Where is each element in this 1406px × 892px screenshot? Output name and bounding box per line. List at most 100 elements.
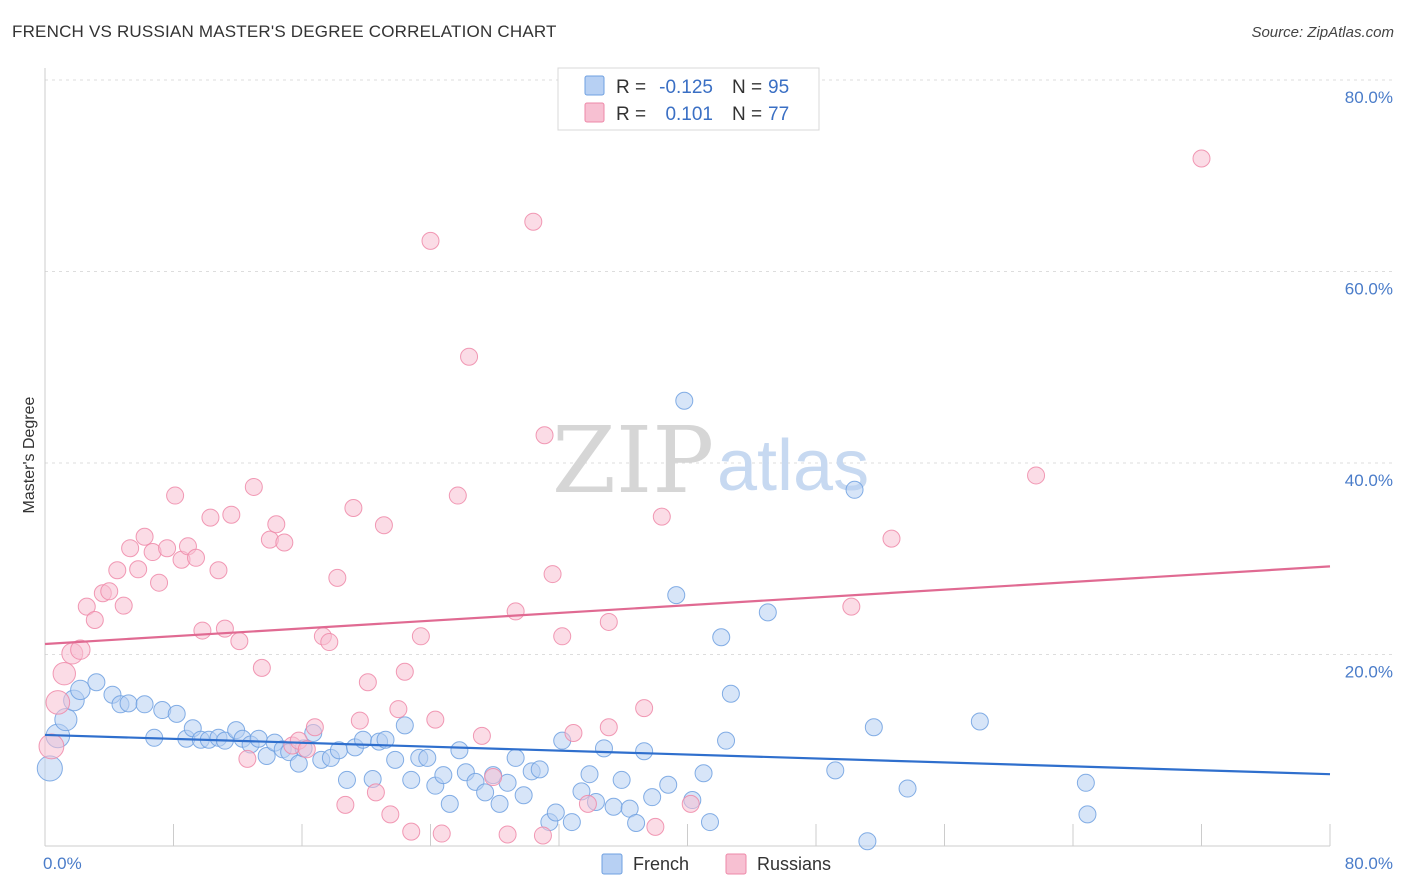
russians-point bbox=[38, 733, 65, 760]
russians-point bbox=[100, 582, 119, 601]
russians-point bbox=[85, 611, 104, 630]
french-point bbox=[845, 480, 864, 499]
russians-point bbox=[635, 699, 654, 718]
legend-french-n-value: 95 bbox=[768, 77, 789, 98]
russians-point bbox=[395, 662, 414, 681]
russians-point bbox=[381, 805, 400, 824]
french-point bbox=[1078, 805, 1097, 824]
french-point bbox=[506, 748, 525, 767]
russians-point bbox=[524, 212, 543, 231]
russians-point bbox=[344, 499, 363, 518]
french-point bbox=[1076, 773, 1095, 792]
x-tick-label-min: 0.0% bbox=[43, 854, 82, 873]
y-axis-label: Master's Degree bbox=[21, 396, 38, 513]
russians-point bbox=[129, 560, 148, 579]
french-point bbox=[562, 813, 581, 832]
bottom-legend: French Russians bbox=[601, 853, 831, 875]
russians-point bbox=[472, 726, 491, 745]
french-point bbox=[717, 731, 736, 750]
russians-point bbox=[350, 711, 369, 730]
russians-point bbox=[114, 596, 133, 615]
russians-point bbox=[267, 515, 286, 534]
russians-point bbox=[411, 627, 430, 646]
russians-point bbox=[402, 822, 421, 841]
french-point bbox=[612, 770, 631, 789]
russians-point bbox=[389, 700, 408, 719]
french-point bbox=[514, 786, 533, 805]
french-point bbox=[450, 741, 469, 760]
legend-french-r-value: -0.125 bbox=[659, 77, 713, 98]
y-tick-label: 20.0% bbox=[1345, 663, 1393, 682]
russians-point bbox=[374, 516, 393, 535]
russians-point bbox=[320, 633, 339, 652]
russians-point bbox=[238, 749, 257, 768]
russians-point bbox=[543, 565, 562, 584]
y-tick-label: 60.0% bbox=[1345, 280, 1393, 299]
french-point bbox=[580, 765, 599, 784]
french-point bbox=[546, 803, 565, 822]
tick-labels: 20.0% 40.0% 60.0% 80.0% 0.0% 80.0% bbox=[43, 88, 1393, 873]
watermark-zip: ZIP bbox=[552, 407, 714, 514]
russians-point bbox=[652, 507, 671, 526]
french-point bbox=[635, 742, 654, 761]
russians-point bbox=[121, 539, 140, 558]
bottom-legend-russians: Russians bbox=[757, 854, 831, 874]
watermark-atlas: atlas bbox=[717, 426, 869, 506]
russians-point bbox=[432, 824, 451, 843]
russians-point bbox=[1027, 466, 1046, 485]
russians-point bbox=[421, 231, 440, 250]
french-point bbox=[440, 794, 459, 813]
russians-point bbox=[506, 602, 525, 621]
russians-point bbox=[77, 597, 96, 616]
axes bbox=[44, 68, 1331, 847]
russians-point bbox=[882, 529, 901, 548]
russians-point bbox=[448, 486, 467, 505]
french-point bbox=[87, 673, 106, 692]
french-trend-line bbox=[44, 733, 1331, 776]
french-point bbox=[594, 739, 613, 758]
trend-lines bbox=[44, 565, 1331, 776]
russians-point bbox=[215, 619, 234, 638]
russians-point bbox=[681, 794, 700, 813]
french-point bbox=[337, 770, 356, 789]
russians-point bbox=[193, 621, 212, 640]
french-point bbox=[627, 814, 646, 833]
y-tick-label: 40.0% bbox=[1345, 471, 1393, 490]
chart-title: FRENCH VS RUSSIAN MASTER'S DEGREE CORREL… bbox=[12, 22, 557, 41]
french-points bbox=[36, 391, 1097, 851]
french-point bbox=[898, 779, 917, 798]
french-point bbox=[970, 712, 989, 731]
bottom-legend-swatch-russians bbox=[725, 853, 747, 875]
russians-point bbox=[150, 573, 169, 592]
french-point bbox=[434, 766, 453, 785]
bottom-legend-french: French bbox=[633, 854, 689, 874]
french-point bbox=[694, 764, 713, 783]
legend-swatch-russians bbox=[584, 102, 605, 123]
french-point bbox=[858, 832, 877, 851]
legend-french-n-label: N = bbox=[732, 77, 762, 98]
legend-russians-n-value: 77 bbox=[768, 104, 789, 125]
legend-swatch-french bbox=[584, 75, 605, 96]
russians-point bbox=[209, 561, 228, 580]
french-point bbox=[758, 603, 777, 622]
legend-russians-r-value: 0.101 bbox=[665, 104, 713, 125]
russians-point bbox=[336, 795, 355, 814]
russians-point bbox=[553, 627, 572, 646]
russians-point bbox=[564, 724, 583, 743]
top-legend: R = -0.125 N = 95 R = 0.101 N = 77 bbox=[557, 67, 820, 131]
russians-point bbox=[305, 718, 324, 737]
legend-french-r-label: R = bbox=[616, 77, 646, 98]
russians-point bbox=[230, 632, 249, 651]
french-point bbox=[700, 813, 719, 832]
french-point bbox=[402, 770, 421, 789]
french-point bbox=[167, 704, 186, 723]
russians-trend-line bbox=[44, 565, 1331, 646]
french-point bbox=[376, 730, 395, 749]
y-tick-label: 80.0% bbox=[1345, 88, 1393, 107]
russians-point bbox=[158, 539, 177, 558]
russians-point bbox=[275, 533, 294, 552]
russians-point bbox=[108, 561, 127, 580]
russians-point bbox=[1192, 149, 1211, 168]
russians-point bbox=[366, 783, 385, 802]
